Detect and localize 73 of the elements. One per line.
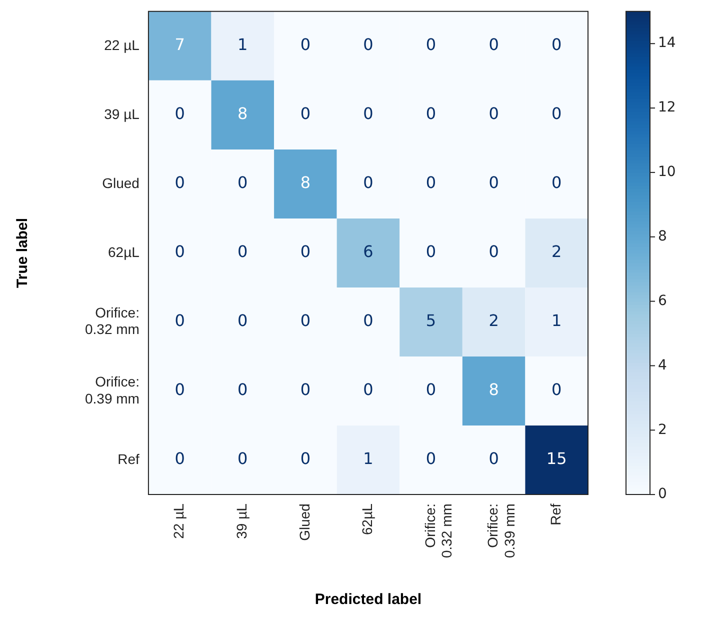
data-label: 0 — [174, 242, 185, 262]
y-tick-label: 39 µL — [104, 106, 140, 122]
x-tick-label: Glued — [296, 504, 312, 541]
data-label: 5 — [426, 311, 436, 330]
data-label: 0 — [363, 35, 374, 54]
data-label: 0 — [238, 311, 248, 330]
color-bar-label: 6 — [658, 292, 667, 309]
x-tick-label: Ref — [547, 503, 564, 526]
data-label: 0 — [238, 242, 248, 262]
data-label: 0 — [363, 380, 374, 400]
data-label: 1 — [552, 311, 562, 330]
y-tick-label: Orifice: 0.32 mm — [84, 304, 140, 338]
color-bar-label: 4 — [658, 357, 667, 374]
data-label: 8 — [488, 380, 499, 400]
data-label: 0 — [552, 35, 562, 54]
y-tick-label: 22 µL — [104, 36, 140, 53]
data-label: 0 — [238, 449, 248, 468]
x-tick-label: 39 µL — [234, 503, 250, 539]
color-bar-label: 14 — [658, 35, 676, 52]
data-label: 0 — [426, 380, 436, 400]
data-label: 0 — [238, 380, 248, 400]
data-label: 0 — [426, 449, 436, 468]
data-label: 0 — [488, 449, 499, 468]
color-bar-label: 10 — [658, 164, 676, 180]
data-label: 0 — [552, 380, 562, 400]
data-label: 0 — [174, 173, 185, 192]
data-label: 0 — [363, 311, 374, 330]
data-label: 0 — [552, 104, 562, 124]
data-label: 0 — [300, 35, 311, 54]
data-label: 0 — [552, 173, 562, 192]
x-tick-label: 22 µL — [170, 503, 187, 539]
data-label: 0 — [300, 449, 311, 468]
data-label: 15 — [546, 449, 567, 468]
data-label: 8 — [238, 104, 248, 124]
data-label: 7 — [174, 35, 185, 54]
data-label: 0 — [363, 104, 374, 124]
data-label: 0 — [488, 242, 499, 262]
data-label: 0 — [300, 242, 311, 262]
color-bar-label: 8 — [658, 228, 667, 245]
x-tick-label: Orifice: 0.32 mm — [422, 504, 455, 558]
data-label: 0 — [174, 449, 185, 468]
data-label: 0 — [174, 380, 185, 400]
y-axis-title: True label — [14, 218, 32, 288]
color-bar-label: 12 — [658, 100, 676, 116]
data-label: 1 — [363, 449, 374, 468]
data-label: 0 — [488, 173, 499, 192]
data-label: 2 — [488, 311, 499, 330]
data-label: 0 — [174, 104, 185, 124]
x-tick-label: Orifice: 0.39 mm — [484, 504, 518, 558]
data-label: 0 — [426, 104, 436, 124]
y-tick-label: Orifice: 0.39 mm — [84, 373, 140, 406]
y-tick-label: 62µL — [108, 244, 140, 260]
data-label: 0 — [238, 173, 248, 192]
data-label: 0 — [488, 35, 499, 54]
data-label: 6 — [363, 242, 374, 262]
x-axis-title: Predicted label — [314, 591, 422, 608]
color-bar-label: 0 — [658, 486, 667, 502]
data-label: 2 — [552, 242, 562, 262]
data-label: 1 — [238, 35, 248, 54]
y-tick-label: Glued — [102, 174, 140, 191]
data-label: 0 — [363, 173, 374, 192]
data-label: 0 — [426, 173, 436, 192]
data-label: 8 — [300, 173, 311, 192]
y-tick-label: Ref — [118, 450, 140, 467]
data-label: 0 — [300, 380, 311, 400]
data-label: 0 — [300, 311, 311, 330]
data-label: 0 — [300, 104, 311, 124]
color-bar-label: 2 — [658, 422, 667, 438]
x-tick-label: 62µL — [359, 503, 376, 535]
data-label: 0 — [426, 242, 436, 262]
data-label: 0 — [174, 311, 185, 330]
data-label: 0 — [426, 35, 436, 54]
data-label: 0 — [488, 104, 499, 124]
